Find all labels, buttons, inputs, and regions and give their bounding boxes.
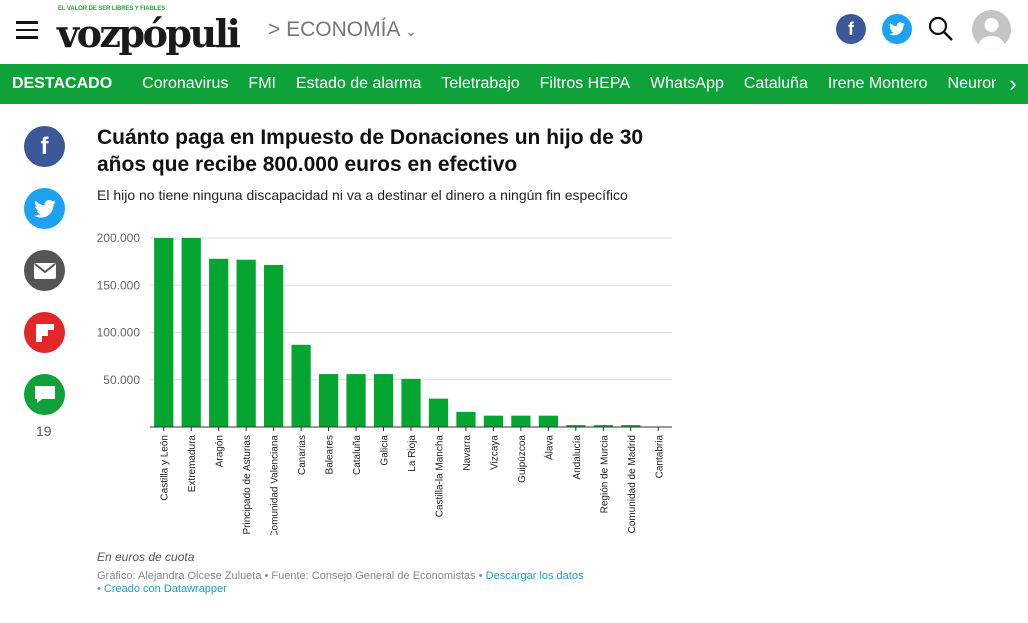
bar [621, 425, 641, 427]
nav-item[interactable]: Irene Montero [827, 75, 928, 92]
datawrapper-link[interactable]: Creado con Datawrapper [103, 583, 227, 595]
twitter-icon[interactable] [882, 14, 912, 44]
x-tick-label: Castilla-la Mancha [434, 435, 445, 518]
x-tick-label: Baleares [325, 435, 336, 474]
topics-nav: DESTACADO Coronavirus FMI Estado de alar… [0, 64, 1028, 104]
x-tick-label: Castilla y León [160, 435, 171, 501]
x-tick-label: Extremadura [187, 435, 198, 493]
y-tick-label: 50.000 [103, 373, 140, 387]
y-tick-label: 100.000 [97, 326, 141, 340]
y-tick-label: 200.000 [97, 231, 141, 245]
nav-item[interactable]: Estado de alarma [295, 75, 422, 92]
share-facebook-icon[interactable]: f [24, 126, 65, 167]
bar [428, 398, 449, 427]
menu-icon[interactable] [16, 21, 38, 39]
nav-item[interactable]: Filtros HEPA [539, 75, 631, 92]
download-data-link[interactable]: Descargar los datos [485, 570, 584, 582]
bar [373, 374, 394, 427]
section-breadcrumb[interactable]: > ECONOMÍA ⌄ [268, 18, 417, 42]
bullet: • [97, 583, 104, 595]
nav-item[interactable]: Teletrabajo [441, 75, 520, 92]
bar-chart: 50.000 100.000 150.000 200.000 Castilla y Le… [97, 231, 672, 535]
y-tick-label: 150.000 [97, 278, 141, 292]
bar [566, 425, 586, 427]
nav-item[interactable]: Neurona [947, 75, 996, 92]
logo-tagline: EL VALOR DE SER LIBRES Y FIABLES [58, 6, 166, 12]
bar [456, 411, 476, 427]
x-tick-label: Principado de Asturias [242, 435, 253, 535]
chart-source: Gráfico: Alejandra Olcese Zulueta • Fuen… [97, 570, 597, 596]
nav-item[interactable]: WhatsApp [650, 75, 724, 92]
share-twitter-icon[interactable] [24, 188, 65, 229]
chart-title: Cuánto paga en Impuesto de Donaciones un… [97, 126, 644, 176]
share-flipboard-icon[interactable] [24, 312, 65, 353]
nav-item[interactable]: FMI [248, 75, 276, 92]
x-tick-label: Región de Murcia [599, 435, 610, 514]
x-tick-label: Guipúzcoa [517, 435, 528, 483]
site-logo[interactable]: vozpópuli [57, 11, 241, 56]
chevron-down-icon: ⌄ [405, 23, 417, 39]
bar [291, 344, 311, 427]
comments-count: 19 [36, 423, 52, 439]
bar [401, 378, 421, 427]
chart-subtitle: El hijo no tiene ninguna discapacidad ni… [97, 187, 628, 203]
x-tick-label: La Rioja [407, 435, 418, 472]
section-label: > ECONOMÍA [268, 18, 400, 41]
credit-text: Gráfico: Alejandra Olcese Zulueta • Fuen… [97, 570, 486, 582]
bar [346, 374, 366, 427]
x-tick-label: Aragón [215, 435, 226, 467]
x-tick-label: Cantabria [654, 435, 665, 479]
bar [483, 415, 504, 427]
x-tick-label: Galicia [380, 435, 391, 466]
topics-nav-track: DESTACADO Coronavirus FMI Estado de alar… [0, 64, 996, 104]
nav-featured-label: DESTACADO [12, 75, 113, 92]
x-tick-label: Andalucía [572, 435, 583, 480]
bar [209, 258, 229, 427]
x-tick-label: Navarra [462, 435, 473, 471]
site-header: EL VALOR DE SER LIBRES Y FIABLES vozpópu… [0, 0, 1028, 64]
facebook-icon[interactable]: f [836, 14, 866, 44]
share-email-icon[interactable] [24, 250, 65, 291]
x-tick-label: Álava [542, 435, 555, 460]
x-tick-label: Comunidad de Madrid [627, 435, 638, 533]
nav-scroll-right-icon[interactable]: › [1009, 71, 1017, 96]
bar [593, 425, 613, 427]
bar [236, 259, 256, 427]
nav-item[interactable]: Cataluña [743, 75, 808, 92]
bar [181, 238, 201, 427]
x-tick-label: Vizcaya [489, 435, 500, 470]
x-tick-label: Canarias [297, 435, 308, 475]
bar [154, 238, 174, 427]
bar [264, 264, 284, 427]
nav-item[interactable]: Coronavirus [142, 75, 229, 92]
comments-icon[interactable] [24, 374, 65, 415]
x-tick-label: Cataluña [352, 435, 363, 475]
x-tick-label: Comunidad Valenciana [270, 435, 281, 535]
bar [318, 374, 339, 427]
chart-note: En euros de cuota [97, 550, 195, 564]
bar [511, 415, 531, 427]
user-avatar-icon[interactable] [972, 10, 1011, 49]
bar [538, 415, 558, 427]
search-icon[interactable] [928, 16, 954, 47]
